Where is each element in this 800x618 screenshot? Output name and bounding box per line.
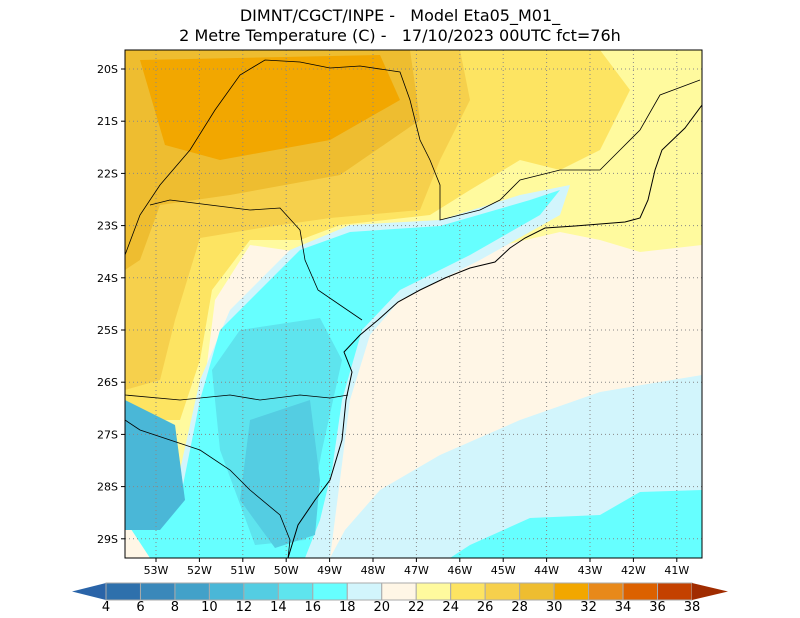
field-16-18-ocean — [450, 490, 702, 558]
colorbar-box — [622, 582, 659, 601]
lat-label: 26S — [97, 376, 118, 389]
map-frame — [124, 49, 703, 559]
lon-label: 47W — [404, 564, 429, 577]
colorbar-box — [174, 582, 210, 601]
colorbar-box — [381, 582, 417, 601]
colorbar-box — [519, 582, 555, 601]
lon-label: 44W — [534, 564, 559, 577]
state-border — [125, 59, 701, 256]
colorbar: 4 6 8 10 12 14 16 18 20 22 24 26 28 30 32 34 36 38 — [72, 582, 728, 615]
lon-label: 50W — [274, 564, 299, 577]
lat-label: 29S — [97, 533, 118, 546]
colorbar-box — [484, 582, 521, 601]
colorbar-box — [139, 582, 176, 601]
colorbar-box — [588, 582, 624, 601]
colorbar-box — [105, 582, 141, 601]
lon-label: 42W — [621, 564, 646, 577]
lon-label: 48W — [361, 564, 386, 577]
colorbar-label: 30 — [546, 600, 563, 615]
latitude-labels: 20S 21S 22S 23S 24S 25S 26S 27S 28S 29S — [97, 63, 125, 546]
colorbar-label: 4 — [102, 600, 110, 615]
lat-label: 22S — [97, 167, 118, 180]
lon-label: 52W — [187, 564, 212, 577]
colorbar-label: 12 — [236, 600, 253, 615]
colorbar-label: 8 — [171, 600, 179, 615]
title-line-2: 2 Metre Temperature (C) - 17/10/2023 00U… — [179, 26, 621, 45]
colorbar-high-arrow — [691, 583, 728, 600]
colorbar-label: 22 — [408, 600, 425, 615]
lon-label: 51W — [230, 564, 255, 577]
colorbar-box — [208, 582, 245, 601]
state-border — [149, 199, 363, 321]
state-border — [125, 394, 349, 401]
field-30-32 — [140, 55, 400, 160]
colorbar-label: 36 — [649, 600, 666, 615]
colorbar-box — [450, 582, 486, 601]
coastline — [287, 104, 702, 558]
country-border — [125, 419, 291, 558]
colorbar-label: 6 — [136, 600, 144, 615]
lat-label: 25S — [97, 324, 118, 337]
lat-lon-grid — [125, 50, 702, 558]
temperature-field — [125, 50, 702, 558]
colorbar-box — [243, 582, 279, 601]
colorbar-box — [312, 582, 348, 601]
colorbar-label: 14 — [270, 600, 287, 615]
colorbar-label: 34 — [615, 600, 632, 615]
longitude-labels: 53W 52W 51W 50W 49W 48W 47W 46W 45W 44W 43W 42W 41W — [144, 558, 689, 577]
colorbar-label: 16 — [305, 600, 322, 615]
lat-label: 23S — [97, 220, 118, 233]
colorbar-low-arrow — [72, 583, 106, 600]
lat-label: 27S — [97, 428, 118, 441]
colorbar-box — [415, 582, 452, 601]
lat-label: 28S — [97, 481, 118, 494]
lon-label: 49W — [317, 564, 342, 577]
colorbar-box — [277, 582, 314, 601]
colorbar-label: 26 — [477, 600, 494, 615]
lon-label: 53W — [144, 564, 169, 577]
colorbar-box — [553, 582, 590, 601]
colorbar-label: 10 — [201, 600, 218, 615]
lat-label: 21S — [97, 115, 118, 128]
lon-label: 45W — [491, 564, 516, 577]
lon-label: 43W — [578, 564, 603, 577]
colorbar-label: 18 — [339, 600, 356, 615]
lon-label: 41W — [664, 564, 689, 577]
lat-label: 24S — [97, 272, 118, 285]
colorbar-label: 38 — [684, 600, 701, 615]
colorbar-label: 32 — [580, 600, 597, 615]
lon-label: 46W — [447, 564, 472, 577]
title-line-1: DIMNT/CGCT/INPE - Model Eta05_M01_ — [239, 6, 561, 25]
colorbar-box — [657, 582, 693, 601]
colorbar-box — [346, 582, 383, 601]
field-12-14 — [240, 400, 320, 548]
lat-label: 20S — [97, 63, 118, 76]
field-10-12 — [125, 400, 185, 530]
colorbar-label: 28 — [511, 600, 528, 615]
colorbar-label: 24 — [442, 600, 459, 615]
colorbar-label: 20 — [373, 600, 390, 615]
